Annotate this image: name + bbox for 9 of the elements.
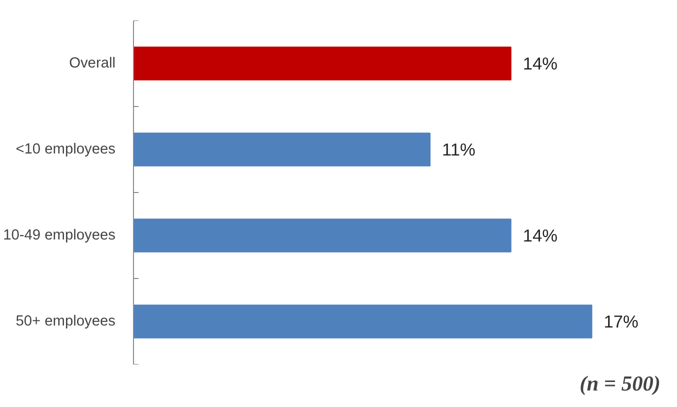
y-tick-label: <10 employees xyxy=(16,142,116,158)
y-tick-label: Overall xyxy=(69,56,116,72)
y-tick-label: 50+ employees xyxy=(16,314,116,330)
data-label: 14% xyxy=(522,54,558,74)
data-label: 11% xyxy=(442,140,476,160)
text: (n = 500) xyxy=(580,372,661,396)
data-label: 17% xyxy=(604,312,638,332)
data-label: 14% xyxy=(522,226,558,246)
y-tick-label: 10-49 employees xyxy=(3,228,116,244)
